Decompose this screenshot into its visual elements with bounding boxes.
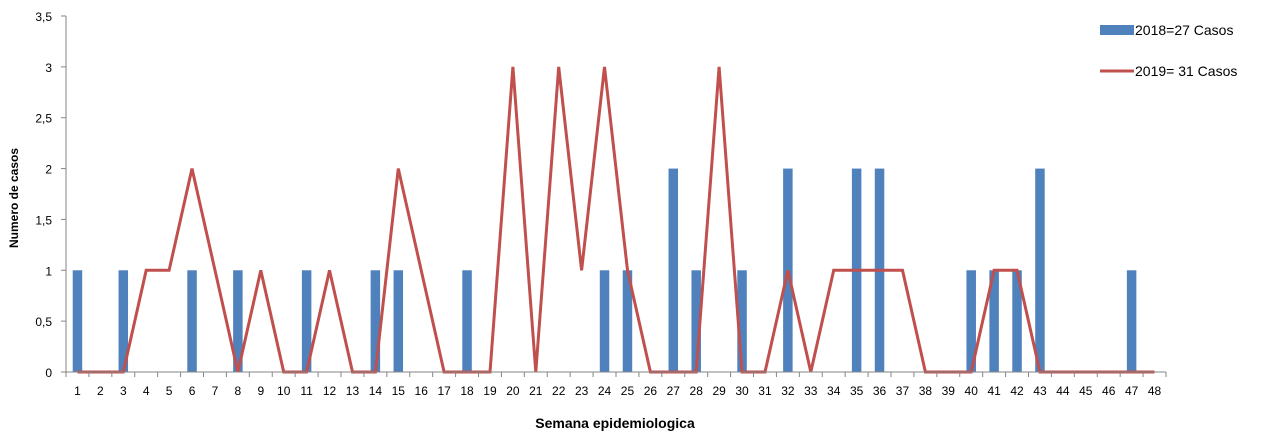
bar-2018 <box>691 270 701 372</box>
bar-2018 <box>118 270 129 372</box>
y-tick-label: 0,5 <box>35 315 52 329</box>
bar-2018 <box>668 168 679 372</box>
x-tick-label: 8 <box>235 384 242 398</box>
x-tick-label: 30 <box>735 384 749 398</box>
x-tick-label: 13 <box>346 384 360 398</box>
x-tick-label: 17 <box>437 384 451 398</box>
x-tick-label: 11 <box>300 384 313 398</box>
x-tick-label: 2 <box>97 384 104 398</box>
x-tick-label: 43 <box>1033 384 1047 398</box>
x-tick-label: 35 <box>850 384 864 398</box>
bar-2018 <box>462 270 472 372</box>
bar-2018 <box>187 270 197 372</box>
y-tick-label: 1,5 <box>35 213 52 227</box>
x-tick-label: 26 <box>644 384 658 398</box>
bar-2018 <box>72 270 83 372</box>
x-tick-label: 44 <box>1056 384 1070 398</box>
x-tick-label: 10 <box>277 384 291 398</box>
x-tick-label: 4 <box>143 384 150 398</box>
legend-label-2018: 2018=27 Casos <box>1135 22 1233 38</box>
x-tick-label: 19 <box>483 384 497 398</box>
x-tick-label: 47 <box>1125 384 1139 398</box>
x-tick-label: 20 <box>506 384 520 398</box>
x-tick-label: 33 <box>804 384 818 398</box>
bar-2018 <box>966 270 976 372</box>
bar-2018 <box>737 270 747 372</box>
bar-2018 <box>599 270 610 372</box>
x-tick-label: 45 <box>1079 384 1093 398</box>
x-tick-label: 15 <box>392 384 406 398</box>
x-tick-label: 21 <box>529 384 543 398</box>
bar-2018 <box>233 270 243 372</box>
x-tick-label: 6 <box>189 384 196 398</box>
bar-2018 <box>370 270 381 372</box>
bar-2018 <box>1035 168 1045 372</box>
x-axis-ticks: 1 2 3 4 5 6 7 8 9 10 11 12 13 14 15 16 17 18 19 20 21 22 23 24 2… <box>65 372 1167 398</box>
x-tick-label: 9 <box>257 384 264 398</box>
x-tick-label: 27 <box>667 384 681 398</box>
x-tick-label: 32 <box>781 384 795 398</box>
x-tick-label: 25 <box>621 384 635 398</box>
legend: 2018=27 Casos 2019= 31 Casos <box>1100 22 1237 79</box>
bar-2018 <box>989 270 999 372</box>
legend-swatch-2018 <box>1100 25 1134 35</box>
x-tick-label: 37 <box>896 384 910 398</box>
x-tick-label: 22 <box>552 384 566 398</box>
y-axis-ticks: 0 0,5 1 1,5 2 2,5 3 3,5 <box>35 10 66 380</box>
x-tick-label: 3 <box>120 384 127 398</box>
x-tick-label: 40 <box>965 384 979 398</box>
x-tick-label: 46 <box>1102 384 1116 398</box>
x-tick-label: 48 <box>1148 384 1162 398</box>
x-tick-label: 24 <box>598 384 612 398</box>
x-tick-label: 7 <box>212 384 219 398</box>
x-tick-label: 14 <box>369 384 383 398</box>
x-tick-label: 31 <box>758 384 772 398</box>
x-tick-label: 29 <box>712 384 726 398</box>
legend-label-2019: 2019= 31 Casos <box>1135 63 1237 79</box>
x-axis-label: Semana epidemiologica <box>535 415 695 431</box>
y-tick-label: 1 <box>45 264 52 278</box>
x-tick-label: 42 <box>1010 384 1024 398</box>
bar-2018 <box>301 270 312 372</box>
bar-2018 <box>622 270 633 372</box>
x-tick-label: 38 <box>919 384 933 398</box>
x-tick-label: 5 <box>166 384 173 398</box>
x-tick-label: 34 <box>827 384 841 398</box>
x-tick-label: 23 <box>575 384 589 398</box>
x-tick-label: 39 <box>942 384 956 398</box>
line-series-2019 <box>77 66 1155 374</box>
x-tick-label: 16 <box>415 384 429 398</box>
y-tick-label: 0 <box>45 366 52 380</box>
bar-2018 <box>1012 270 1022 372</box>
y-tick-label: 2,5 <box>35 112 52 126</box>
x-tick-label: 1 <box>74 384 81 398</box>
x-tick-label: 41 <box>987 384 1001 398</box>
y-tick-label: 3 <box>45 61 52 75</box>
x-tick-label: 36 <box>873 384 887 398</box>
x-tick-label: 28 <box>690 384 704 398</box>
bar-2018 <box>393 270 404 372</box>
y-tick-label: 2 <box>45 163 52 177</box>
x-tick-label: 18 <box>460 384 474 398</box>
bar-2018 <box>1126 270 1137 372</box>
y-tick-label: 3,5 <box>35 10 52 24</box>
y-axis-label: Numero de casos <box>7 148 21 248</box>
x-tick-label: 12 <box>323 384 337 398</box>
